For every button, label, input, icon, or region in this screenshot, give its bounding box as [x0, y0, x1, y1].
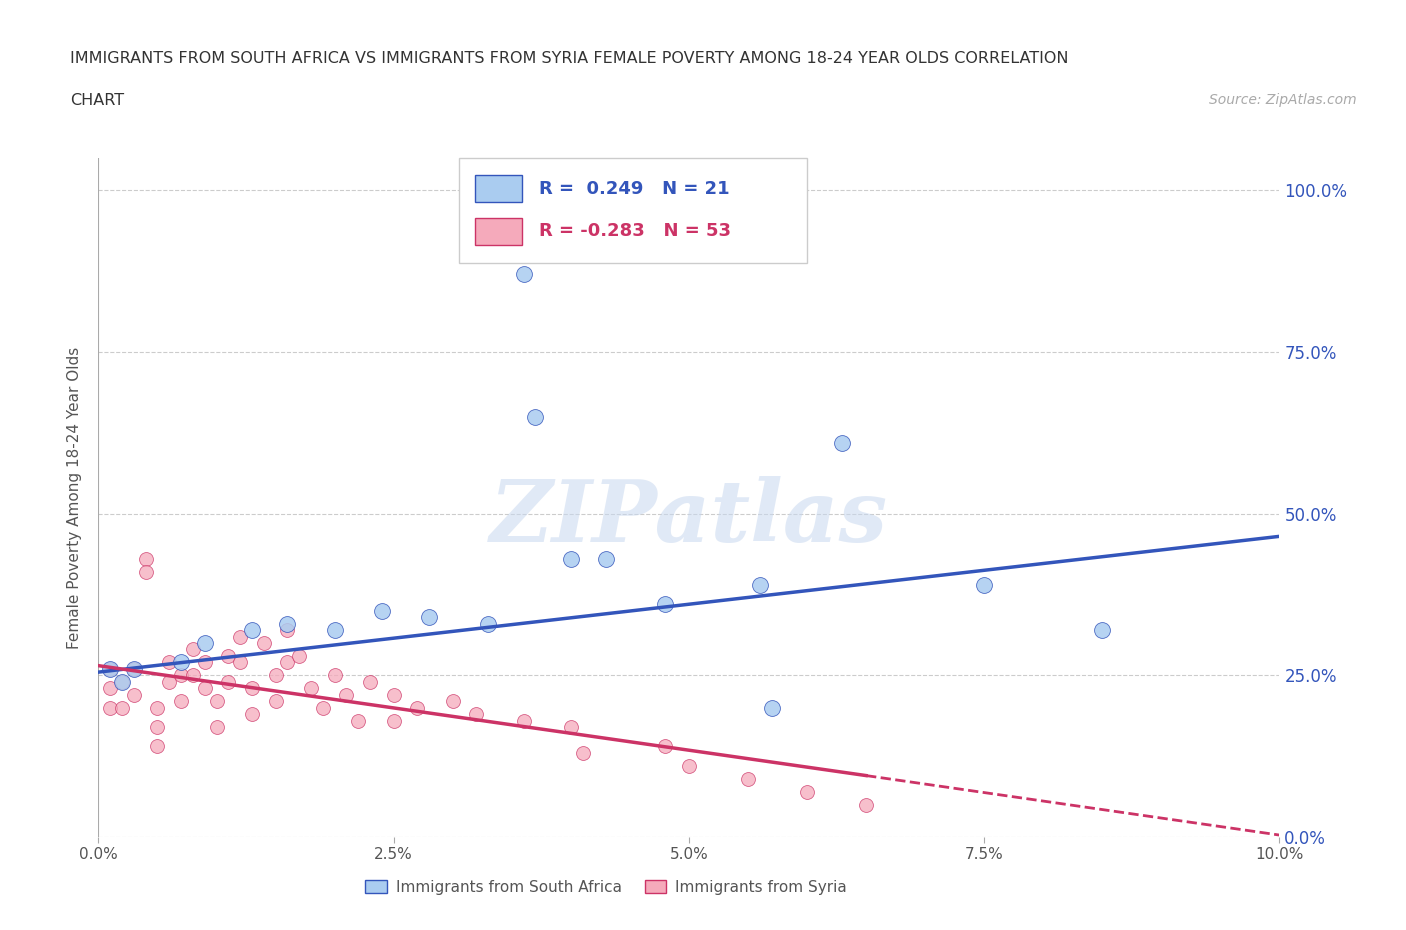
Point	[111, 674, 134, 689]
Text: IMMIGRANTS FROM SOUTH AFRICA VS IMMIGRANTS FROM SYRIA FEMALE POVERTY AMONG 18-24: IMMIGRANTS FROM SOUTH AFRICA VS IMMIGRAN…	[70, 51, 1069, 66]
Point	[229, 655, 252, 670]
Point	[571, 746, 593, 761]
Point	[194, 635, 217, 650]
Point	[170, 668, 193, 683]
FancyBboxPatch shape	[475, 218, 523, 245]
Point	[382, 687, 405, 702]
Point	[205, 694, 228, 709]
Point	[98, 661, 121, 676]
Point	[855, 797, 877, 812]
Point	[264, 694, 287, 709]
Point	[831, 435, 853, 450]
FancyBboxPatch shape	[458, 158, 807, 263]
Point	[312, 700, 335, 715]
Point	[111, 700, 134, 715]
Text: R =  0.249   N = 21: R = 0.249 N = 21	[538, 179, 730, 198]
Point	[512, 713, 534, 728]
Point	[264, 668, 287, 683]
Point	[737, 771, 759, 786]
Point	[406, 700, 429, 715]
Point	[347, 713, 370, 728]
Point	[382, 713, 405, 728]
Point	[157, 655, 180, 670]
Point	[194, 681, 217, 696]
Point	[157, 674, 180, 689]
Text: R = -0.283   N = 53: R = -0.283 N = 53	[538, 222, 731, 241]
Point	[335, 687, 357, 702]
Point	[441, 694, 464, 709]
Text: CHART: CHART	[70, 93, 124, 108]
Point	[276, 623, 298, 638]
Point	[654, 597, 676, 612]
Point	[240, 707, 263, 722]
Point	[299, 681, 322, 696]
Point	[217, 674, 239, 689]
Point	[761, 700, 783, 715]
Point	[170, 694, 193, 709]
FancyBboxPatch shape	[475, 175, 523, 202]
Point	[194, 655, 217, 670]
Point	[678, 759, 700, 774]
Point	[217, 648, 239, 663]
Point	[560, 720, 582, 735]
Point	[524, 409, 547, 424]
Point	[323, 623, 346, 638]
Point	[240, 623, 263, 638]
Point	[973, 578, 995, 592]
Point	[135, 565, 157, 579]
Point	[359, 674, 381, 689]
Point	[229, 629, 252, 644]
Point	[146, 700, 169, 715]
Point	[1091, 623, 1114, 638]
Point	[181, 642, 204, 657]
Point	[560, 551, 582, 566]
Point	[98, 661, 121, 676]
Point	[288, 648, 311, 663]
Point	[276, 617, 298, 631]
Text: ZIPatlas: ZIPatlas	[489, 476, 889, 560]
Point	[205, 720, 228, 735]
Point	[122, 687, 145, 702]
Point	[122, 661, 145, 676]
Point	[98, 700, 121, 715]
Point	[323, 668, 346, 683]
Point	[748, 578, 770, 592]
Point	[146, 739, 169, 754]
Point	[477, 617, 499, 631]
Point	[135, 551, 157, 566]
Point	[654, 739, 676, 754]
Legend: Immigrants from South Africa, Immigrants from Syria: Immigrants from South Africa, Immigrants…	[360, 873, 853, 900]
Point	[111, 674, 134, 689]
Point	[181, 668, 204, 683]
Text: Source: ZipAtlas.com: Source: ZipAtlas.com	[1209, 93, 1357, 107]
Point	[170, 655, 193, 670]
Point	[276, 655, 298, 670]
Point	[371, 604, 394, 618]
Point	[122, 661, 145, 676]
Point	[240, 681, 263, 696]
Point	[595, 551, 617, 566]
Point	[98, 681, 121, 696]
Point	[512, 267, 534, 282]
Point	[465, 707, 488, 722]
Point	[253, 635, 276, 650]
Y-axis label: Female Poverty Among 18-24 Year Olds: Female Poverty Among 18-24 Year Olds	[67, 347, 83, 649]
Point	[796, 784, 818, 799]
Point	[146, 720, 169, 735]
Point	[418, 610, 440, 625]
